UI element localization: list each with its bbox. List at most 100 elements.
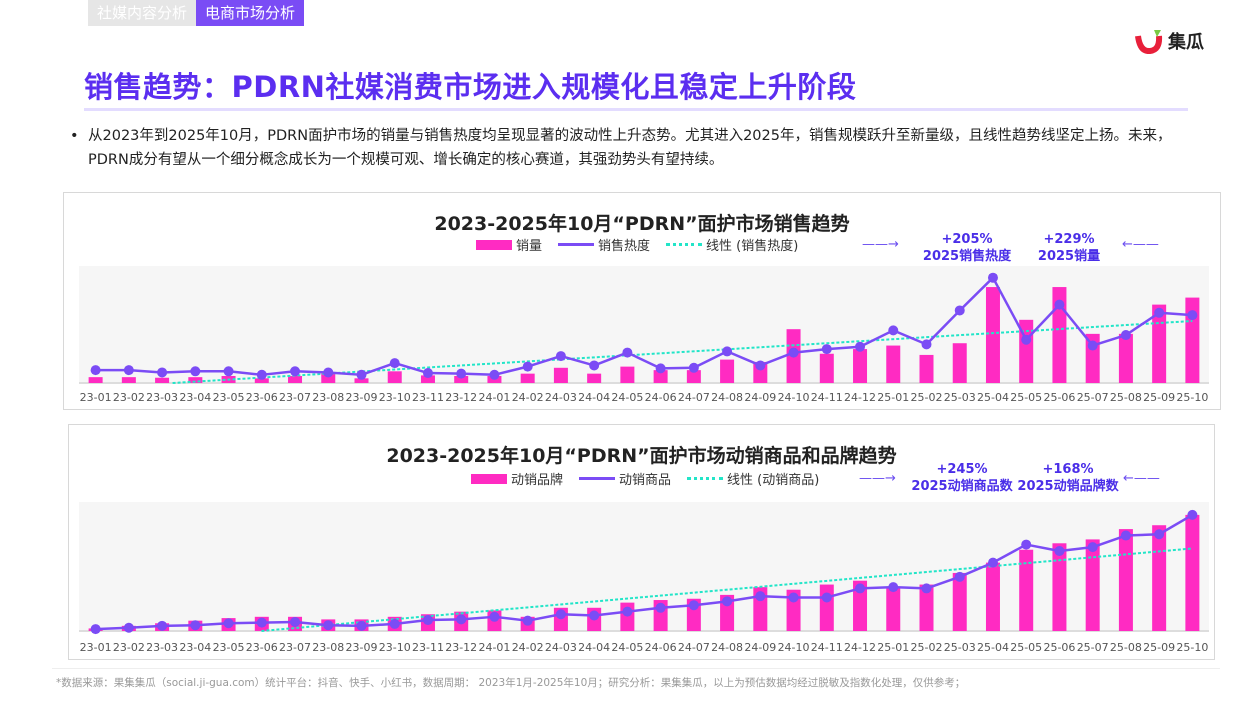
- x-tick-label: 24-05: [611, 391, 643, 404]
- x-tick-label: 24-03: [545, 391, 577, 404]
- x-tick-label: 24-08: [711, 391, 743, 404]
- jigua-logo-icon: [1135, 30, 1163, 54]
- x-tick-label: 23-10: [379, 641, 411, 654]
- x-tick-label: 25-08: [1110, 641, 1142, 654]
- bar: [819, 353, 834, 383]
- data-point: [422, 368, 433, 379]
- data-point: [555, 351, 566, 362]
- data-point: [855, 583, 866, 594]
- data-point: [489, 369, 500, 380]
- data-point: [655, 363, 666, 374]
- x-tick-label: 23-04: [179, 391, 211, 404]
- x-tick-label: 25-06: [1043, 391, 1075, 404]
- data-point: [1154, 307, 1165, 318]
- data-point: [755, 360, 766, 371]
- bar: [819, 584, 834, 631]
- data-point: [788, 592, 799, 603]
- annotation-brands: +168% 2025动销品牌数: [1017, 462, 1119, 494]
- tab-social-content[interactable]: 社媒内容分析: [88, 0, 197, 26]
- x-tick-label: 25-01: [877, 391, 909, 404]
- data-point: [688, 362, 699, 373]
- bar: [686, 370, 701, 383]
- x-tick-label: 24-02: [512, 641, 544, 654]
- logo-text: 集瓜: [1168, 32, 1204, 53]
- bar: [1085, 539, 1100, 631]
- data-point: [589, 360, 600, 371]
- arrow-right-icon: ——→: [859, 471, 896, 486]
- chart-legend: 动销品牌 动销商品 线性 (动销商品): [471, 469, 819, 488]
- x-tick-label: 24-01: [478, 641, 510, 654]
- chart-plot: 23-01 23-02 23-03 23-04 23-05 23-06 23-07 23-08…: [79, 502, 1209, 654]
- series-line: [95, 276, 1193, 377]
- tab-ecommerce-market[interactable]: 电商市场分析: [196, 0, 305, 26]
- annotation-heat: +205% 2025销售热度: [922, 232, 1012, 264]
- data-point: [555, 609, 566, 620]
- data-point: [1120, 530, 1131, 541]
- bar: [720, 359, 735, 383]
- bar: [952, 572, 967, 631]
- bar: [354, 378, 369, 383]
- data-point: [921, 339, 932, 350]
- data-point: [123, 622, 134, 633]
- x-tick-label: 25-02: [911, 641, 943, 654]
- bar: [853, 349, 868, 383]
- bar: [1118, 529, 1133, 631]
- data-point: [190, 366, 201, 377]
- bar: [188, 377, 203, 383]
- data-point: [821, 592, 832, 603]
- bar: [587, 373, 602, 383]
- chart-plot: 23-01 23-02 23-03 23-04 23-05 23-06 23-07 23-08…: [79, 266, 1209, 404]
- bar: [653, 370, 668, 383]
- legend-line: 动销商品: [579, 469, 671, 488]
- x-tick-label: 23-03: [146, 641, 178, 654]
- x-tick-label: 23-12: [445, 641, 477, 654]
- bar: [1185, 514, 1200, 631]
- x-tick-label: 23-05: [213, 391, 245, 404]
- data-point: [1154, 529, 1165, 540]
- x-tick-label: 24-05: [611, 641, 643, 654]
- x-tick-label: 24-12: [844, 391, 876, 404]
- series-line: [95, 513, 1194, 631]
- data-point: [788, 347, 799, 358]
- bar: [520, 373, 535, 383]
- footer-source: *数据来源：果集集瓜（social.ji-gua.com）统计平台：抖音、快手、…: [56, 677, 966, 689]
- x-tick-label: 24-06: [645, 641, 677, 654]
- data-point: [522, 361, 533, 372]
- bar: [985, 287, 1000, 383]
- bar: [919, 354, 934, 383]
- data-point: [1087, 340, 1098, 351]
- data-point: [1187, 509, 1198, 520]
- x-tick-label: 23-09: [346, 391, 378, 404]
- data-point: [722, 596, 733, 607]
- x-tick-label: 23-09: [346, 641, 378, 654]
- data-point: [954, 571, 965, 582]
- data-point: [855, 341, 866, 352]
- x-tick-label: 23-04: [179, 641, 211, 654]
- x-tick-label: 23-07: [279, 391, 311, 404]
- data-point: [256, 617, 267, 628]
- annotation-products: +245% 2025动销商品数: [911, 462, 1013, 494]
- x-tick-label: 23-11: [412, 641, 444, 654]
- footer-divider: [52, 668, 1220, 669]
- data-point: [456, 368, 467, 379]
- x-tick-label: 25-04: [977, 641, 1009, 654]
- active-products-chart: 2023-2025年10月“PDRN”面护市场动销商品和品牌趋势 动销品牌 动销…: [68, 424, 1215, 660]
- x-tick-label: 25-10: [1176, 391, 1208, 404]
- brand-logo: 集瓜: [1134, 28, 1204, 54]
- bar: [919, 584, 934, 631]
- bar: [1185, 297, 1200, 383]
- bar: [1052, 287, 1067, 383]
- x-tick-label: 24-06: [645, 391, 677, 404]
- data-point: [888, 582, 899, 593]
- data-point: [1087, 542, 1098, 553]
- x-tick-label: 25-07: [1077, 391, 1109, 404]
- summary-text: 从2023年到2025年10月，PDRN面护市场的销量与销售热度均呈现显著的波动…: [70, 124, 1200, 172]
- x-tick-label: 24-10: [778, 391, 810, 404]
- x-tick-label: 23-03: [146, 391, 178, 404]
- x-tick-label: 25-04: [977, 391, 1009, 404]
- data-point: [456, 614, 467, 625]
- x-tick-label: 25-05: [1010, 391, 1042, 404]
- bar: [420, 375, 435, 383]
- bar: [1152, 304, 1167, 383]
- arrow-left-icon: ←——: [1122, 237, 1159, 252]
